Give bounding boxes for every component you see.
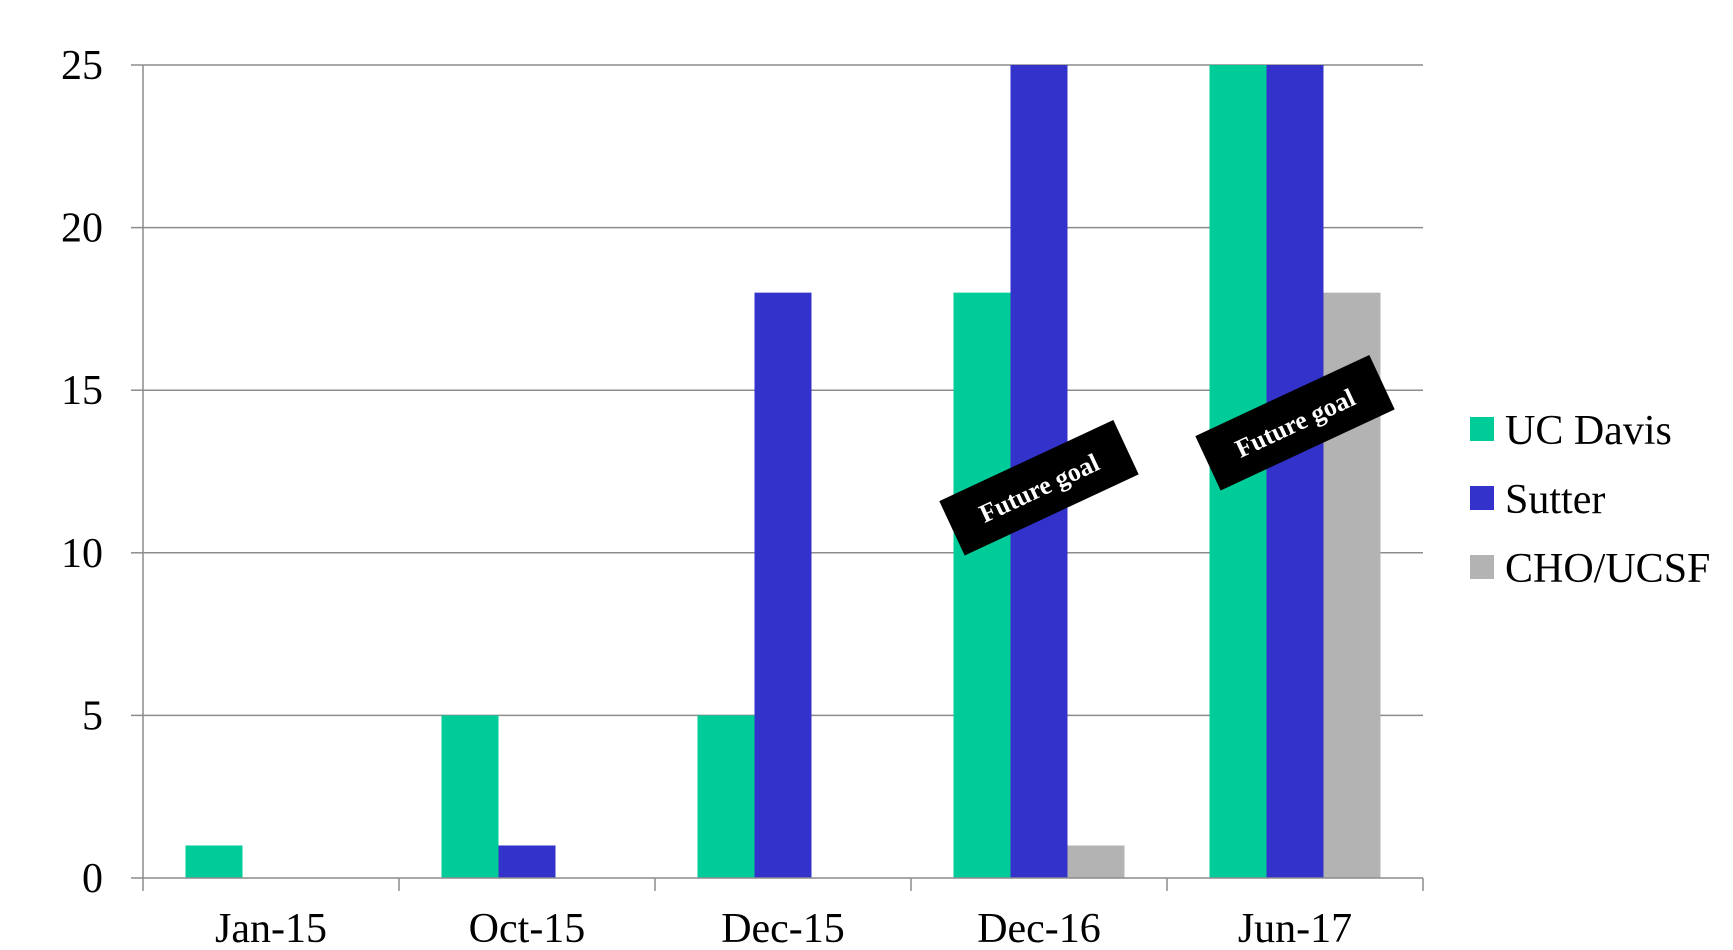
annotation-box	[939, 419, 1139, 556]
bar-uc-davis-oct-15	[441, 715, 499, 878]
x-tick-label: Dec-16	[977, 906, 1101, 950]
y-tick-label: 20	[61, 206, 103, 252]
x-tick-label: Dec-15	[721, 906, 845, 950]
axes	[131, 64, 1424, 891]
bar-cho-ucsf-dec-16	[1067, 845, 1125, 878]
bar-uc-davis-jan-15	[185, 845, 243, 878]
bar-uc-davis-dec-15	[697, 715, 755, 878]
legend-label: CHO/UCSF	[1505, 546, 1710, 592]
bar-sutter-jun-17	[1266, 65, 1324, 878]
bars	[185, 65, 1381, 878]
legend-swatch	[1470, 555, 1494, 579]
legend: UC Davis Sutter CHO/UCSF	[1470, 408, 1710, 592]
y-tick-label: 10	[61, 531, 103, 577]
legend-swatch	[1470, 486, 1494, 510]
y-tick-label: 25	[61, 43, 103, 89]
y-tick-labels: 0 5 10 15 20 25	[61, 43, 103, 902]
bar-uc-davis-dec-16	[953, 292, 1011, 878]
x-tick-label: Jun-17	[1238, 906, 1352, 950]
y-tick-label: 15	[61, 368, 103, 414]
x-tick-label: Oct-15	[469, 906, 586, 950]
bar-sutter-dec-15	[754, 292, 812, 878]
bar-sutter-oct-15	[498, 845, 556, 878]
legend-label: UC Davis	[1505, 408, 1672, 454]
future-goal-annotation: Future goal	[939, 419, 1139, 556]
x-tick-label: Jan-15	[215, 906, 327, 950]
y-tick-label: 5	[82, 693, 103, 739]
annotation-box	[1195, 354, 1395, 491]
legend-label: Sutter	[1505, 477, 1605, 523]
x-tick-labels: Jan-15 Oct-15 Dec-15 Dec-16 Jun-17	[215, 906, 1352, 950]
y-tick-label: 0	[82, 856, 103, 902]
legend-swatch	[1470, 417, 1494, 441]
